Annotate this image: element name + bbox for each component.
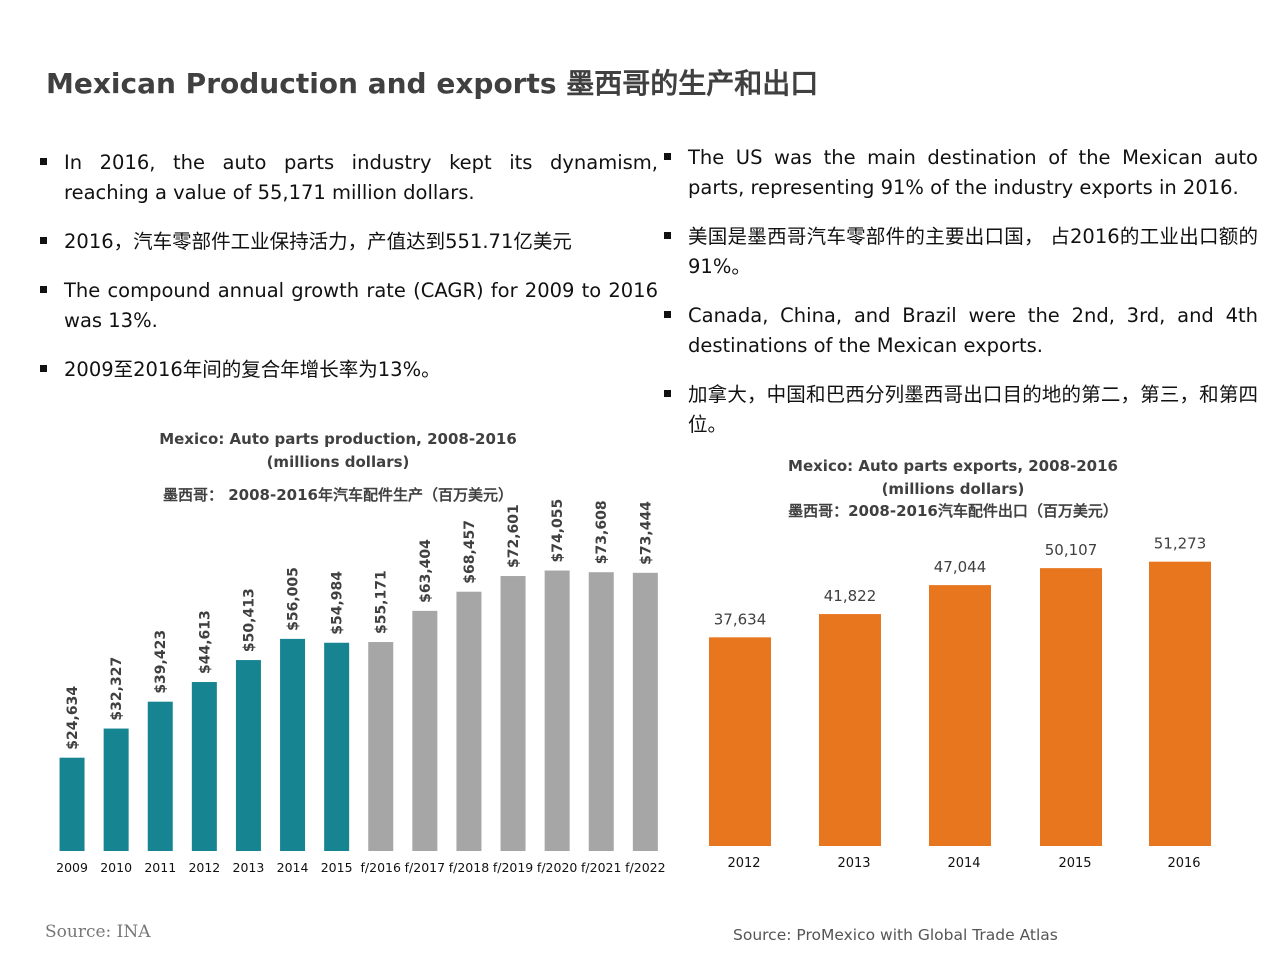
right-bullet-list: The US was the main destination of the M… — [664, 143, 1258, 459]
production-bar — [500, 576, 526, 851]
exports-bar — [929, 585, 991, 846]
exports-bar-value-label: 41,822 — [824, 587, 877, 605]
production-bar-value-label: $55,171 — [374, 570, 390, 634]
production-chart-title: Mexico: Auto parts production, 2008-2016… — [118, 428, 558, 473]
production-x-tick-label: 2014 — [277, 860, 309, 875]
exports-x-tick-label: 2016 — [1167, 856, 1200, 871]
production-bar — [588, 572, 614, 851]
page-title: Mexican Production and exports 墨西哥的生产和出口 — [46, 67, 819, 100]
exports-chart-subtitle: 墨西哥：2008-2016汽车配件出口（百万美元） — [788, 502, 1118, 520]
production-bar-value-label: $44,613 — [197, 610, 213, 674]
production-bar — [59, 757, 85, 851]
production-bar — [147, 701, 173, 851]
production-bar — [235, 660, 261, 851]
production-bar-value-label: $56,005 — [286, 567, 302, 631]
production-bar-value-label: $72,601 — [506, 504, 522, 568]
bullet-item: The US was the main destination of the M… — [664, 143, 1258, 203]
exports-x-tick-label: 2013 — [837, 856, 870, 871]
production-chart-subtitle: 墨西哥： 2008-2016年汽车配件生产（百万美元） — [163, 486, 513, 504]
source-note-left: Source: INA — [45, 922, 151, 942]
production-x-tick-label: f/2020 — [537, 860, 577, 875]
production-x-tick-label: f/2017 — [405, 860, 445, 875]
exports-chart-title-line: (millions dollars) — [881, 479, 1025, 498]
production-chart-title-line: (millions dollars) — [266, 452, 410, 471]
production-bar — [191, 682, 217, 851]
exports-bar — [709, 637, 771, 846]
left-bullet-list: In 2016, the auto parts industry kept it… — [40, 148, 658, 404]
production-bar — [368, 642, 394, 851]
production-x-tick-label: f/2021 — [581, 860, 621, 875]
bullet-item: 2016，汽车零部件工业保持活力，产值达到551.71亿美元 — [40, 227, 658, 257]
exports-bar-value-label: 51,273 — [1154, 535, 1207, 553]
production-bar-value-label: $73,608 — [594, 500, 610, 564]
production-bar-value-label: $24,634 — [65, 686, 81, 750]
bullet-item: Canada, China, and Brazil were the 2nd, … — [664, 301, 1258, 361]
production-x-tick-label: f/2016 — [361, 860, 401, 875]
production-bar — [280, 638, 306, 851]
production-bar-value-label: $50,413 — [241, 588, 257, 652]
bullet-item: In 2016, the auto parts industry kept it… — [40, 148, 658, 208]
production-bar-value-label: $63,404 — [418, 539, 434, 603]
production-x-tick-label: f/2018 — [449, 860, 489, 875]
exports-bar-value-label: 47,044 — [934, 558, 987, 576]
exports-bar — [1149, 561, 1211, 846]
production-x-tick-label: 2015 — [321, 860, 353, 875]
production-x-tick-label: 2009 — [56, 860, 88, 875]
production-x-tick-label: f/2022 — [625, 860, 665, 875]
production-bar-value-label: $73,444 — [638, 501, 654, 565]
production-x-tick-label: 2012 — [188, 860, 220, 875]
bullet-item: 美国是墨西哥汽车零部件的主要出口国， 占2016的工业出口额的91%。 — [664, 222, 1258, 282]
production-bar-value-label: $54,984 — [330, 571, 346, 635]
production-bar — [544, 570, 570, 851]
exports-chart-title-line: Mexico: Auto parts exports, 2008-2016 — [788, 457, 1118, 475]
exports-bar — [1040, 568, 1102, 846]
exports-bar — [819, 614, 881, 846]
exports-bar-value-label: 50,107 — [1045, 541, 1098, 559]
production-bar — [632, 572, 658, 851]
exports-x-tick-label: 2014 — [947, 856, 980, 871]
bullet-item: 加拿大，中国和巴西分列墨西哥出口目的地的第二，第三，和第四位。 — [664, 380, 1258, 440]
exports-bar-value-label: 37,634 — [714, 610, 767, 628]
bullet-item: The compound annual growth rate (CAGR) f… — [40, 276, 658, 336]
exports-chart-title: Mexico: Auto parts exports, 2008-2016 (m… — [733, 455, 1173, 500]
production-chart-title-line: Mexico: Auto parts production, 2008-2016 — [159, 430, 517, 448]
production-bar — [412, 610, 438, 851]
production-bar-value-label: $74,055 — [550, 499, 566, 563]
production-bar — [324, 642, 350, 851]
bullet-item: 2009至2016年间的复合年增长率为13%。 — [40, 355, 658, 385]
production-x-tick-label: f/2019 — [493, 860, 533, 875]
production-x-tick-label: 2011 — [144, 860, 176, 875]
exports-x-tick-label: 2015 — [1058, 856, 1091, 871]
production-bar — [456, 591, 482, 851]
production-bar-value-label: $32,327 — [109, 657, 125, 721]
exports-x-tick-label: 2012 — [727, 856, 760, 871]
production-bar-value-label: $68,457 — [462, 520, 478, 584]
production-x-tick-label: 2010 — [100, 860, 132, 875]
production-bar-value-label: $39,423 — [153, 630, 169, 694]
production-bar — [103, 728, 129, 851]
source-note-right: Source: ProMexico with Global Trade Atla… — [733, 926, 1058, 944]
production-x-tick-label: 2013 — [233, 860, 265, 875]
